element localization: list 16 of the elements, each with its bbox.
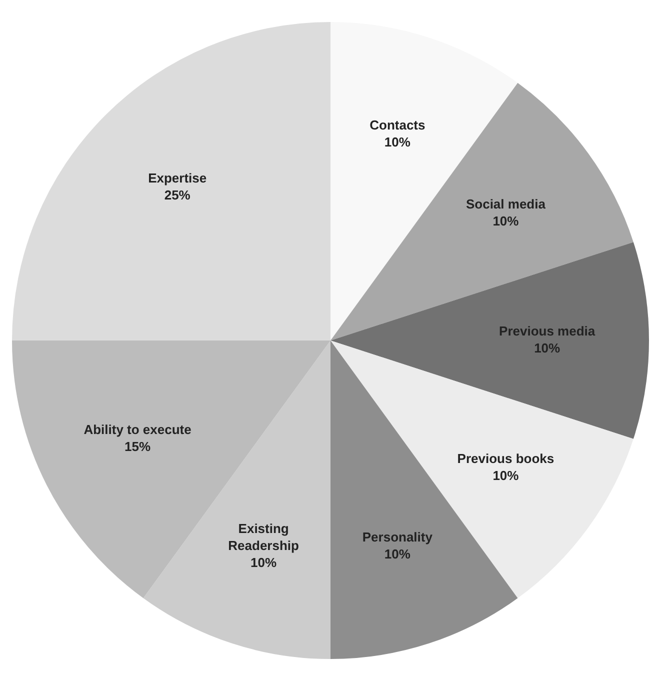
data-label: 10% — [534, 340, 561, 356]
slice-label: Contacts — [370, 118, 426, 133]
slice-label: Previous media — [499, 324, 596, 339]
data-label: 10% — [250, 555, 278, 570]
data-label: 10% — [384, 134, 411, 150]
data-label: 10% — [384, 546, 411, 562]
slice-label: Ability to execute — [84, 422, 192, 437]
slice-label: Previous books — [457, 450, 554, 466]
data-label: 15% — [124, 438, 151, 454]
data-label: 10% — [492, 468, 520, 483]
data-label: 10% — [492, 213, 520, 228]
slice-label: Existing Readership — [228, 521, 300, 554]
slice-label: Social media — [466, 196, 546, 212]
slice-label: Personality — [362, 530, 434, 545]
data-label: 25% — [164, 187, 191, 202]
slice-label: Expertise — [148, 170, 207, 186]
